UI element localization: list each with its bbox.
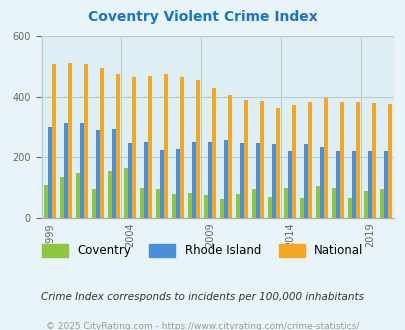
Bar	[188, 193, 192, 218]
Bar	[84, 63, 88, 218]
Bar	[196, 80, 200, 218]
Bar	[207, 142, 211, 218]
Bar	[219, 199, 224, 218]
Bar	[112, 129, 116, 218]
Bar	[92, 189, 96, 218]
Bar	[291, 105, 295, 218]
Bar	[132, 77, 136, 218]
Bar	[347, 198, 351, 218]
Bar	[275, 108, 279, 218]
Bar	[228, 95, 232, 218]
Bar	[68, 63, 72, 218]
Bar	[175, 149, 180, 218]
Bar	[48, 127, 52, 218]
Bar	[260, 101, 264, 218]
Bar	[307, 102, 311, 218]
Bar	[52, 63, 56, 218]
Bar	[144, 142, 148, 218]
Text: Crime Index corresponds to incidents per 100,000 inhabitants: Crime Index corresponds to incidents per…	[41, 292, 364, 302]
Bar	[271, 144, 275, 218]
Bar	[116, 74, 120, 218]
Text: © 2025 CityRating.com - https://www.cityrating.com/crime-statistics/: © 2025 CityRating.com - https://www.city…	[46, 322, 359, 330]
Bar	[331, 187, 335, 218]
Text: Coventry Violent Crime Index: Coventry Violent Crime Index	[88, 10, 317, 24]
Bar	[124, 168, 128, 218]
Bar	[379, 189, 383, 218]
Bar	[156, 189, 160, 218]
Bar	[44, 184, 48, 218]
Bar	[383, 150, 387, 218]
Bar	[60, 177, 64, 218]
Bar	[128, 143, 132, 218]
Bar	[64, 122, 68, 218]
Bar	[211, 88, 216, 218]
Bar	[371, 103, 375, 218]
Bar	[180, 77, 184, 218]
Bar	[192, 142, 196, 218]
Bar	[251, 189, 255, 218]
Bar	[139, 187, 144, 218]
Bar	[108, 171, 112, 218]
Bar	[148, 76, 152, 218]
Bar	[287, 151, 291, 218]
Bar	[164, 74, 168, 218]
Bar	[319, 147, 323, 218]
Bar	[76, 173, 80, 218]
Bar	[171, 194, 175, 218]
Bar	[315, 186, 319, 218]
Bar	[243, 100, 247, 218]
Bar	[100, 68, 104, 218]
Bar	[387, 104, 391, 218]
Bar	[239, 143, 243, 218]
Bar	[224, 140, 228, 218]
Bar	[80, 122, 84, 218]
Bar	[351, 151, 355, 218]
Bar	[96, 130, 100, 218]
Bar	[323, 98, 327, 218]
Bar	[255, 143, 260, 218]
Legend: Coventry, Rhode Island, National: Coventry, Rhode Island, National	[38, 239, 367, 262]
Bar	[339, 102, 343, 218]
Bar	[203, 195, 207, 218]
Bar	[283, 187, 287, 218]
Bar	[367, 150, 371, 218]
Bar	[299, 198, 303, 218]
Bar	[160, 150, 164, 218]
Bar	[335, 151, 339, 218]
Bar	[267, 197, 271, 218]
Bar	[363, 190, 367, 218]
Bar	[303, 144, 307, 218]
Bar	[355, 102, 359, 218]
Bar	[235, 194, 239, 218]
